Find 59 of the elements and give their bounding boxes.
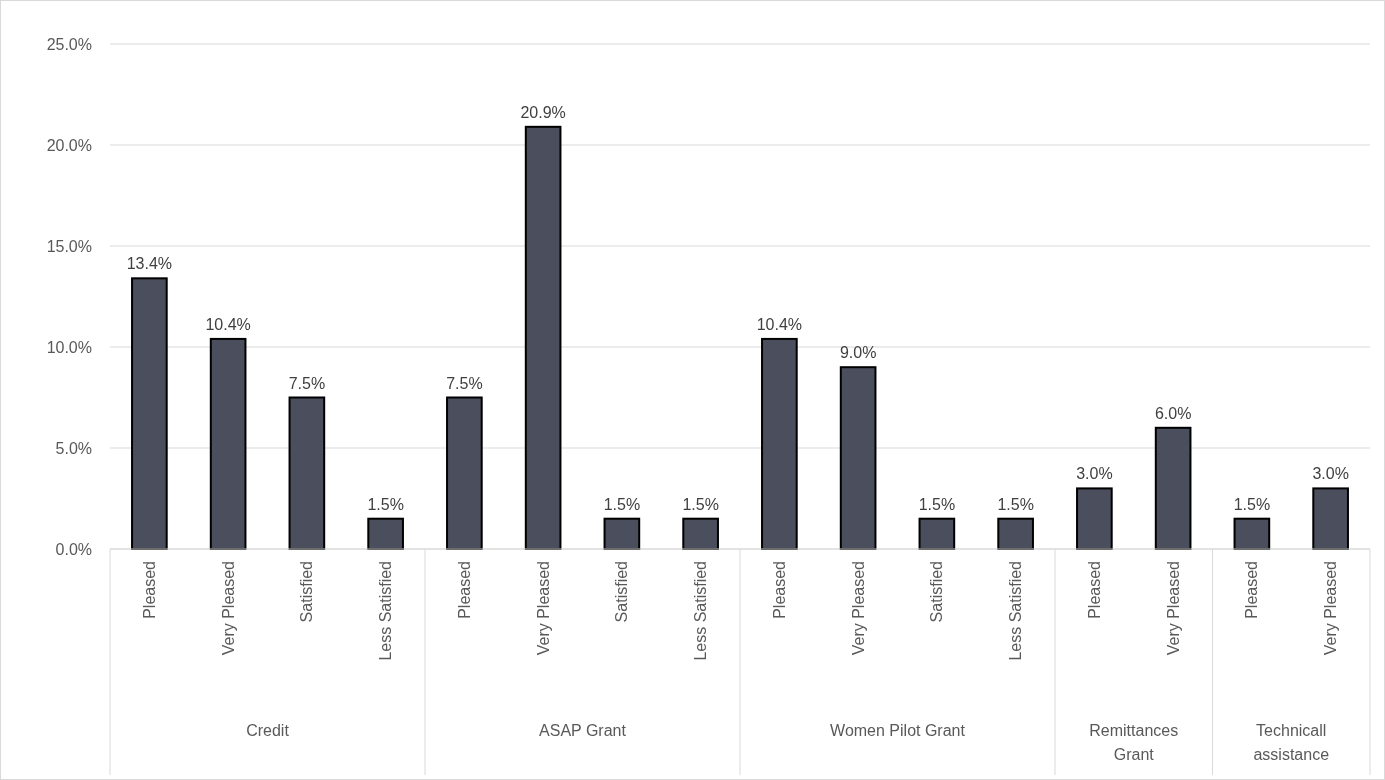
text: Remittances Grant [1089,722,1179,763]
data-label: 1.5% [603,495,641,513]
data-label: 1.5% [367,495,404,513]
bar [367,517,404,550]
x-tick-label: Satisfied [613,561,631,623]
bar [209,337,247,550]
x-tick-label: Very Pleased [849,561,867,656]
bar [288,396,326,550]
text: Women Pilot Grant [830,722,966,739]
bar [839,366,877,550]
x-tick-label: Less Satisfied [377,561,395,661]
data-label: 1.5% [682,495,719,513]
y-tick-label: 0.0% [55,540,92,558]
x-tick-label: Less Satisfied [1007,561,1025,661]
data-label: 6.0% [1154,404,1192,422]
bar [1233,517,1271,550]
text: ASAP Grant [539,722,627,739]
bar [761,337,798,550]
x-tick-label: Very Pleased [1164,561,1182,656]
data-label: 13.4% [126,255,173,273]
data-label: 3.0% [1076,465,1113,483]
text: Technicall assistance [1253,722,1330,763]
data-label: 3.0% [1312,465,1349,483]
bar [918,517,956,550]
bar [603,517,641,550]
x-tick-label: Pleased [1085,561,1103,619]
x-tick-label: Very Pleased [219,561,237,656]
x-tick-label: Very Pleased [1322,561,1340,656]
bar [997,517,1034,550]
data-label: 9.0% [839,344,877,362]
x-tick-label: Pleased [140,561,158,619]
data-label: 1.5% [1233,495,1271,513]
y-tick-label: 5.0% [55,439,92,457]
y-tick-label: 25.0% [46,35,92,53]
bar [682,517,719,550]
bar [1076,487,1113,550]
y-tick-label: 10.0% [46,338,92,356]
bar [131,277,168,550]
x-tick-label: Pleased [770,561,788,619]
bar [1154,426,1192,550]
x-tick-label: Satisfied [298,561,316,623]
bar [446,396,483,550]
y-tick-label: 15.0% [46,237,92,255]
x-tick-label: Satisfied [928,561,946,623]
data-label: 1.5% [997,495,1034,513]
data-label: 7.5% [288,374,326,392]
x-tick-label: Pleased [1243,561,1261,619]
data-label: 7.5% [446,374,483,392]
data-label: 10.4% [205,315,251,333]
data-label: 20.9% [520,103,566,121]
x-tick-label: Very Pleased [534,561,552,656]
text: Credit [246,722,290,739]
y-tick-label: 20.0% [46,136,92,154]
x-tick-label: Pleased [455,561,473,619]
data-label: 10.4% [756,315,803,333]
bar [524,125,562,550]
data-label: 1.5% [918,495,956,513]
x-tick-label: Less Satisfied [692,561,710,661]
bar [1312,487,1349,550]
